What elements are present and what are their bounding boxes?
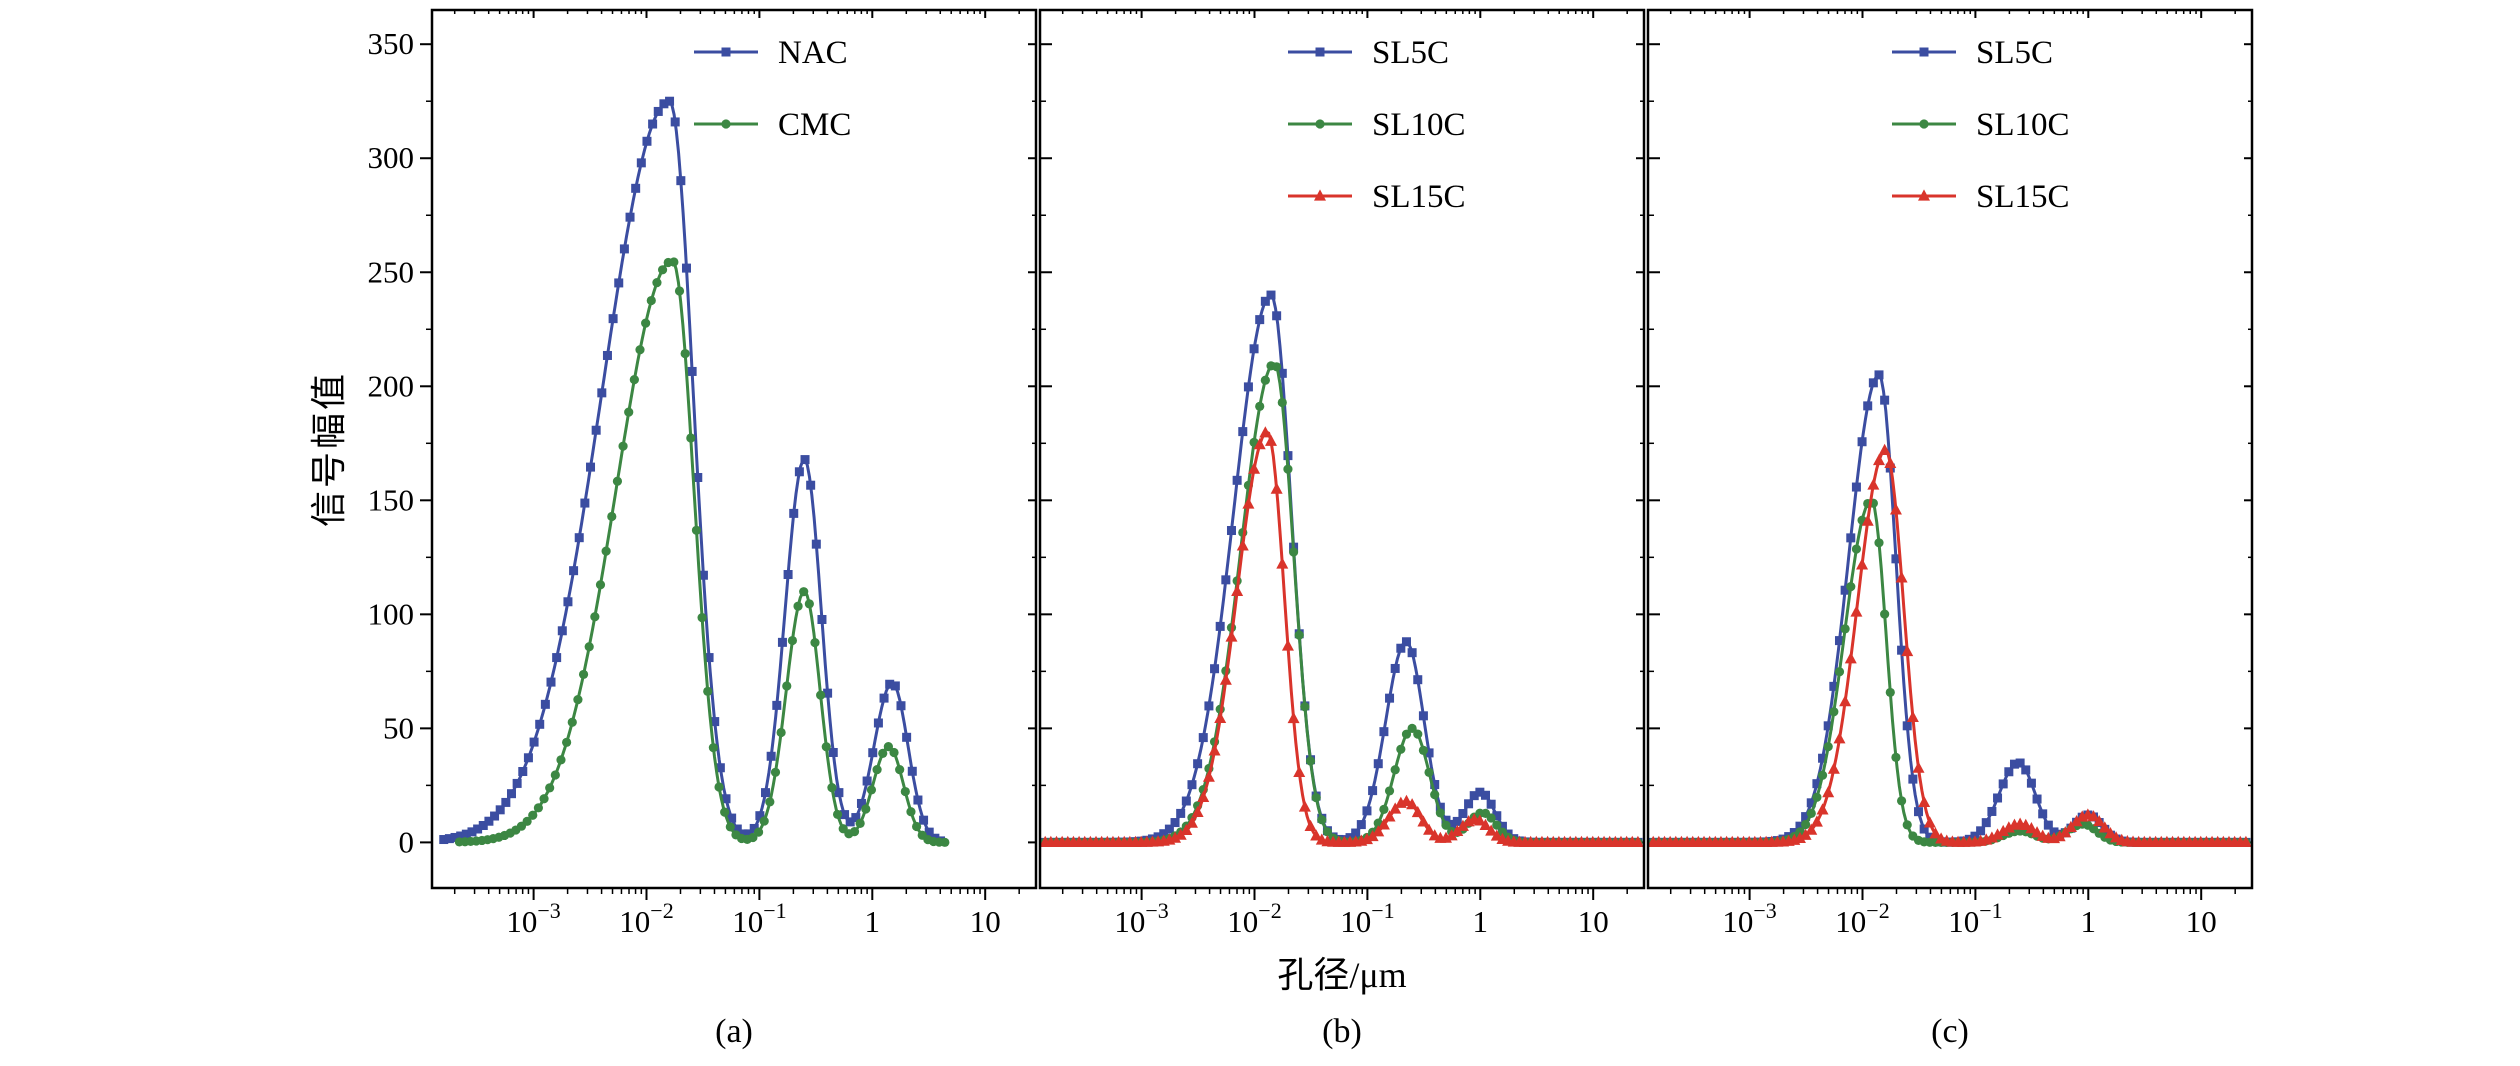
- y-tick-label: 100: [368, 596, 415, 631]
- series-CMC: [454, 257, 950, 847]
- legend-label: SL5C: [1372, 35, 1449, 71]
- x-tick-label: 10−1: [732, 898, 786, 939]
- y-tick-label: 200: [368, 368, 415, 403]
- legend-item-NAC: NAC: [694, 35, 848, 71]
- y-tick-label: 150: [368, 482, 415, 517]
- x-tick-label: 10: [2186, 904, 2217, 939]
- panel-caption-b: (b): [1322, 1013, 1362, 1050]
- x-tick-label: 10: [970, 904, 1001, 939]
- series-NAC: [439, 96, 946, 846]
- legend-item-SL10C: SL10C: [1892, 107, 2070, 143]
- legend-item-SL10C: SL10C: [1288, 107, 1466, 143]
- legend-item-CMC: CMC: [694, 107, 851, 143]
- y-tick-label: 300: [368, 140, 415, 175]
- chart-panel-c: 10−3 10−2 10−1 1 10 SL5C SL10C SL15C: [1646, 8, 2254, 939]
- legend-item-SL15C: SL15C: [1288, 179, 1466, 215]
- x-tick-label: 10−3: [1114, 898, 1168, 939]
- series-SL5C: [1040, 290, 1643, 847]
- x-tick-label: 1: [865, 904, 881, 939]
- y-tick-label: 50: [383, 710, 414, 745]
- x-tick-label: 1: [2081, 904, 2097, 939]
- series-SL5C: [1648, 370, 2251, 847]
- y-tick-label: 0: [399, 824, 415, 859]
- series-SL10C: [1648, 498, 2251, 847]
- x-axis-label: 孔径/μm: [1277, 955, 1407, 995]
- series-SL10C: [1040, 361, 1643, 847]
- legend-label: SL5C: [1976, 35, 2053, 71]
- x-tick-label: 10−3: [1722, 898, 1776, 939]
- x-tick-label: 10−2: [619, 898, 673, 939]
- x-tick-label: 10−1: [1340, 898, 1394, 939]
- x-tick-label: 10−2: [1227, 898, 1281, 939]
- legend-label: CMC: [778, 107, 851, 143]
- x-tick-label: 1: [1473, 904, 1489, 939]
- panel-caption-a: (a): [715, 1013, 753, 1050]
- legend-item-SL5C: SL5C: [1892, 35, 2053, 71]
- legend-label: SL10C: [1372, 107, 1466, 143]
- chart-panel-b: 10−3 10−2 10−1 1 10 SL5C SL10C SL15C: [1038, 8, 1646, 939]
- y-tick-label: 350: [368, 26, 415, 61]
- x-tick-label: 10−1: [1948, 898, 2002, 939]
- legend-label: SL10C: [1976, 107, 2070, 143]
- legend-label: NAC: [778, 35, 848, 71]
- series-SL15C: [1039, 426, 1644, 847]
- x-tick-label: 10−2: [1835, 898, 1889, 939]
- x-tick-label: 10−3: [506, 898, 560, 939]
- panel-caption-c: (c): [1931, 1013, 1969, 1050]
- legend-label: SL15C: [1372, 179, 1466, 215]
- legend-item-SL5C: SL5C: [1288, 35, 1449, 71]
- y-axis-label: 信号幅值: [309, 370, 349, 528]
- legend-item-SL15C: SL15C: [1892, 179, 2070, 215]
- legend-label: SL15C: [1976, 179, 2070, 215]
- y-tick-label: 250: [368, 254, 415, 289]
- series-SL15C: [1647, 443, 2252, 847]
- x-tick-label: 10: [1578, 904, 1609, 939]
